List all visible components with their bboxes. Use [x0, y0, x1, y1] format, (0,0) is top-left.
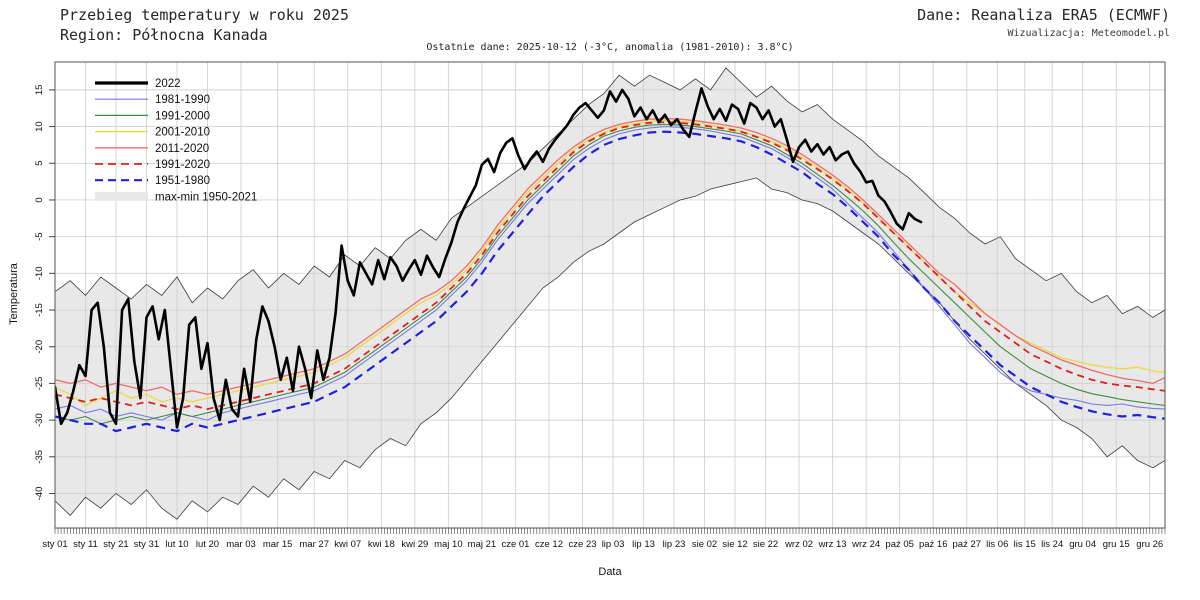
- last-data-annotation: Ostatnie dane: 2025-10-12 (-3°C, anomali…: [426, 42, 794, 53]
- x-tick-label: sie 22: [753, 539, 778, 550]
- x-tick-label: kwi 29: [401, 539, 428, 550]
- y-tick-label: -5: [34, 232, 45, 240]
- x-tick-label: lis 24: [1041, 539, 1063, 550]
- x-tick-label: sty 31: [134, 539, 159, 550]
- x-tick-label: mar 27: [299, 539, 329, 550]
- y-tick-label: -35: [34, 450, 45, 464]
- header-right: Dane: Reanaliza ERA5 (ECMWF) Wizualizacj…: [917, 5, 1170, 39]
- page-title: Przebieg temperatury w roku 2025: [60, 6, 349, 24]
- x-tick-label: wrz 13: [818, 539, 847, 550]
- data-source-label: Dane: Reanaliza ERA5 (ECMWF): [917, 6, 1170, 24]
- x-tick-label: maj 10: [434, 539, 463, 550]
- legend-label: 1951-1980: [155, 175, 210, 187]
- x-tick-label: paź 05: [885, 539, 914, 550]
- y-tick-label: 15: [34, 85, 45, 96]
- x-tick-label: lut 10: [165, 539, 188, 550]
- x-tick-label: gru 15: [1103, 539, 1130, 550]
- x-tick-label: wrz 02: [784, 539, 813, 550]
- x-tick-label: lis 06: [986, 539, 1008, 550]
- x-tick-label: paź 16: [919, 539, 948, 550]
- y-tick-label: -20: [34, 340, 45, 354]
- x-tick-label: cze 23: [569, 539, 597, 550]
- page-subtitle-region: Region: Północna Kanada: [60, 26, 268, 44]
- y-tick-label: -40: [34, 487, 45, 501]
- y-tick-label: 10: [34, 121, 45, 132]
- x-tick-label: sty 11: [73, 539, 98, 550]
- legend-label: max-min 1950-2021: [155, 191, 257, 203]
- x-tick-label: paź 27: [953, 539, 982, 550]
- y-tick-label: -15: [34, 303, 45, 317]
- y-tick-label: -25: [34, 377, 45, 391]
- x-axis-title: Data: [598, 566, 622, 578]
- x-tick-label: maj 21: [468, 539, 497, 550]
- x-tick-label: lip 23: [663, 539, 686, 550]
- x-tick-label: mar 15: [263, 539, 293, 550]
- visualization-credit: Wizualizacja: Meteomodel.pl: [1007, 28, 1170, 39]
- legend-label: 2022: [155, 78, 181, 90]
- legend-label: 1991-2020: [155, 159, 210, 171]
- series-line-1951-1980: [55, 130, 1165, 433]
- x-tick-label: wrz 24: [851, 539, 880, 550]
- x-tick-label: kwi 07: [334, 539, 361, 550]
- band-max-line: [55, 67, 1165, 318]
- x-tick-label: sty 21: [103, 539, 128, 550]
- y-tick-label: 0: [34, 197, 45, 202]
- x-tick-label: cze 12: [535, 539, 563, 550]
- x-tick-label: sie 12: [722, 539, 747, 550]
- x-tick-label: cze 01: [501, 539, 529, 550]
- minmax-band: [55, 67, 1165, 520]
- band-min-line: [55, 177, 1165, 520]
- x-tick-label: sie 02: [692, 539, 717, 550]
- x-tick-label: kwi 18: [368, 539, 395, 550]
- x-tick-label: mar 03: [226, 539, 256, 550]
- x-tick-label: lip 13: [632, 539, 655, 550]
- y-tick-label: -30: [34, 413, 45, 427]
- legend-label: 1981-1990: [155, 94, 210, 106]
- x-tick-label: lut 20: [196, 539, 219, 550]
- x-tick-label: gru 04: [1069, 539, 1096, 550]
- title-block: Przebieg temperatury w roku 2025 Region:…: [60, 5, 349, 45]
- x-tick-label: sty 01: [42, 539, 67, 550]
- legend-label: 1991-2000: [155, 110, 210, 122]
- x-tick-label: gru 26: [1136, 539, 1163, 550]
- legend-swatch-max-min-1950-2021: [95, 191, 148, 201]
- y-tick-label: -10: [34, 266, 45, 280]
- x-tick-label: lis 15: [1014, 539, 1036, 550]
- x-tick-label: lip 03: [602, 539, 625, 550]
- legend-label: 2011-2020: [155, 143, 209, 155]
- legend-label: 2001-2010: [155, 127, 210, 139]
- y-tick-label: 5: [34, 161, 45, 166]
- series-line-2022: [55, 87, 923, 429]
- series-line-1981-1990: [55, 126, 1165, 421]
- series-line-1991-2020: [55, 121, 1165, 410]
